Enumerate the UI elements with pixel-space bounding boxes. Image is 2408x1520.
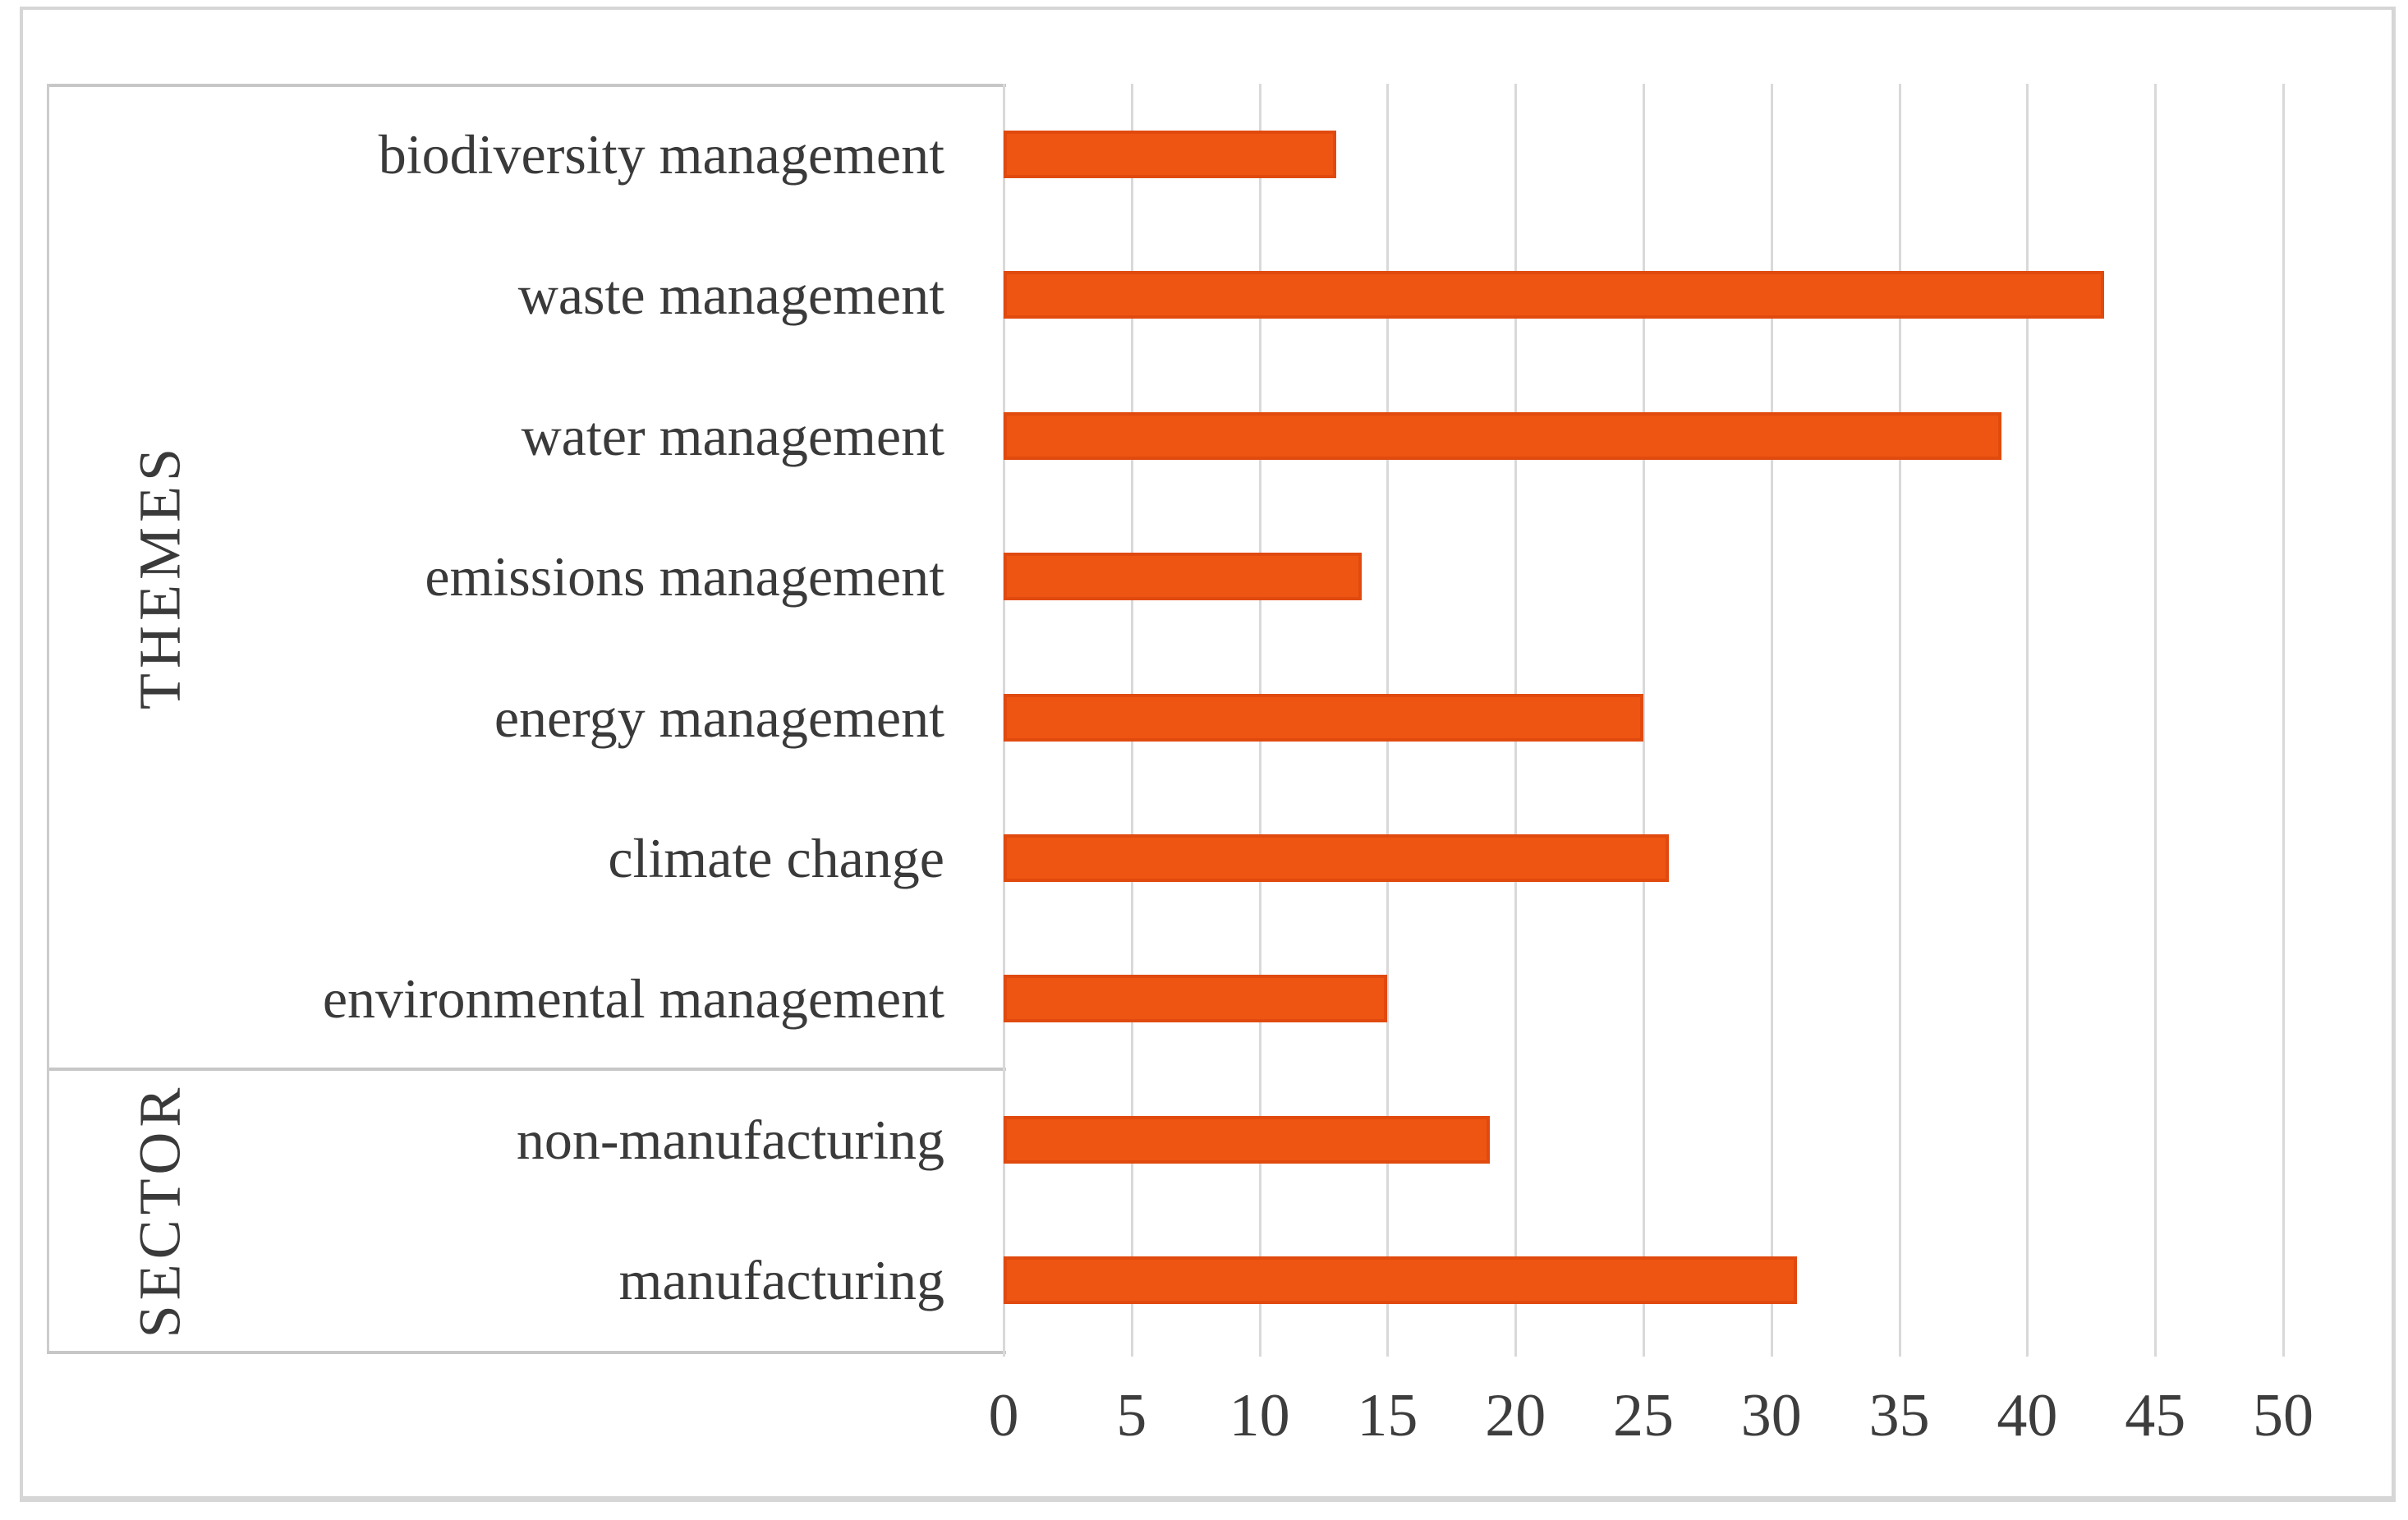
bar-water-management xyxy=(1004,411,2002,460)
group-divider-line xyxy=(47,1068,1006,1072)
category-label: non-manufacturing xyxy=(516,1108,944,1171)
axis-panel-bottom-line xyxy=(47,1351,1006,1354)
category-label: biodiversity management xyxy=(378,122,944,186)
gridline-50 xyxy=(2282,84,2285,1357)
plot-area xyxy=(1003,84,2285,1357)
chart-frame xyxy=(20,7,2396,1502)
bar-energy-management xyxy=(1004,693,1643,742)
category-label: climate change xyxy=(608,826,944,889)
bar-biodiversity-management xyxy=(1004,130,1337,178)
axis-panel-top-line xyxy=(47,84,1006,87)
category-label: manufacturing xyxy=(618,1249,944,1312)
axis-panel-left-line xyxy=(47,84,49,1351)
category-label: waste management xyxy=(517,264,944,327)
gridline-45 xyxy=(2154,84,2158,1357)
category-label: environmental management xyxy=(322,967,944,1031)
gridline-40 xyxy=(2026,84,2029,1357)
bar-climate-change xyxy=(1004,833,1670,882)
bar-non-manufacturing xyxy=(1004,1115,1491,1164)
bar-waste-management xyxy=(1004,271,2104,319)
gridline-25 xyxy=(1643,84,1645,1357)
category-label: energy management xyxy=(494,686,944,749)
category-label: water management xyxy=(521,404,944,467)
gridline-35 xyxy=(1898,84,1901,1357)
gridline-30 xyxy=(1770,84,1773,1357)
bar-emissions-management xyxy=(1004,553,1363,601)
bar-manufacturing xyxy=(1004,1256,1797,1305)
bar-environmental-management xyxy=(1004,975,1388,1023)
category-label: emissions management xyxy=(425,545,944,608)
